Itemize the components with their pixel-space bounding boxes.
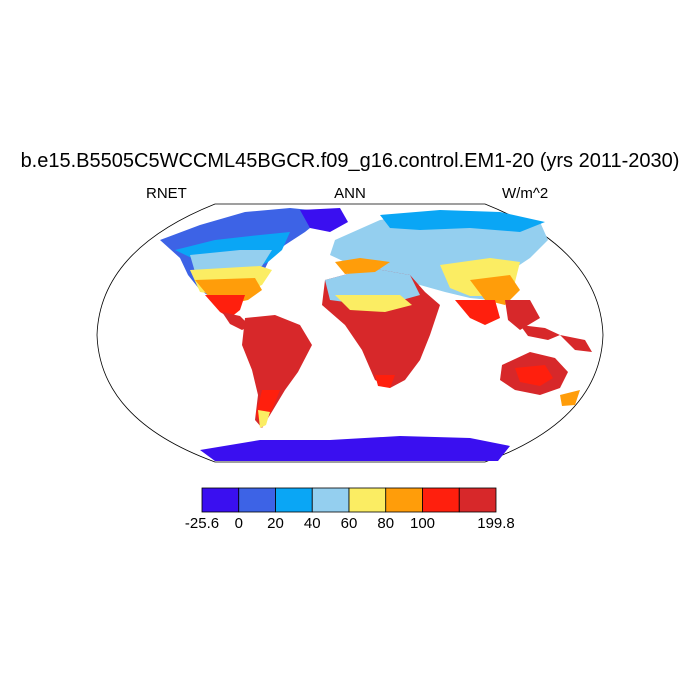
colorbar-tick-label: 60 xyxy=(340,515,358,532)
units-label: W/m^2 xyxy=(502,185,549,202)
colorbar-tick-label: 0 xyxy=(234,515,243,532)
colorbar-swatch xyxy=(458,487,497,513)
colorbar-tick-label: -25.6 xyxy=(184,515,220,532)
colorbar-tick-label: 40 xyxy=(303,515,321,532)
africa-landmass xyxy=(322,258,440,388)
colorbar-tick-label: 100 xyxy=(409,515,436,532)
plot-title: b.e15.B5505C5WCCML45BGCR.f09_g16.control… xyxy=(20,150,680,172)
australia-landmass xyxy=(500,352,580,406)
north-america-landmass xyxy=(160,208,348,330)
colorbar-tick-label: 199.8 xyxy=(477,515,515,532)
colorbar-swatch xyxy=(311,487,350,513)
colorbar-tick-label: 20 xyxy=(267,515,284,532)
colorbar-tick-label: 80 xyxy=(377,515,395,532)
colorbar-swatch xyxy=(238,487,276,513)
variable-label: RNET xyxy=(146,185,187,202)
colorbar-swatch xyxy=(201,487,240,513)
southeast-asia-islands xyxy=(520,325,592,352)
south-america-landmass xyxy=(242,315,312,428)
antarctica-landmass xyxy=(200,436,510,461)
season-label: ANN xyxy=(334,185,366,202)
colorbar-swatch xyxy=(422,487,460,513)
colorbar-swatch xyxy=(275,487,313,513)
colorbar-swatch xyxy=(385,487,423,513)
colorbar-swatch xyxy=(348,487,387,513)
eurasia-landmass xyxy=(330,210,548,330)
